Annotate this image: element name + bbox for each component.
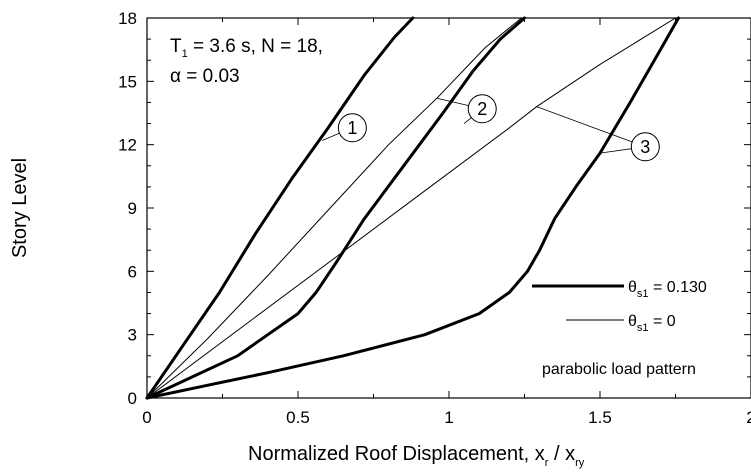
y-tick-label: 12 bbox=[118, 136, 137, 155]
series-layer bbox=[145, 16, 680, 400]
x-axis-title: Normalized Roof Displacement, xr / xry bbox=[248, 443, 585, 469]
y-axis-title: Story Level bbox=[9, 158, 31, 258]
x-tick-label: 1.5 bbox=[588, 408, 612, 427]
series-line-1-thin bbox=[146, 17, 522, 399]
series-line-2-thin bbox=[146, 17, 676, 399]
callout-label-1: 1 bbox=[347, 118, 357, 138]
series-line-2-thick bbox=[145, 16, 526, 400]
y-tick-label: 6 bbox=[128, 262, 137, 281]
callout-label-3: 3 bbox=[640, 137, 650, 157]
legend-label-thin: θs1 = 0 bbox=[628, 313, 676, 334]
x-tick-label: 2 bbox=[746, 408, 751, 427]
annotation-line-1: T1 = 3.6 s, N = 18, bbox=[170, 36, 323, 60]
annotation-line-2: α = 0.03 bbox=[170, 66, 240, 87]
tick-layer: 00.511.520369121518 bbox=[118, 9, 751, 427]
y-tick-label: 15 bbox=[118, 72, 137, 91]
callout-circle-1 bbox=[337, 113, 367, 143]
legend-label-thick: θs1 = 0.130 bbox=[628, 279, 707, 300]
callout-leader-3 bbox=[536, 106, 646, 148]
y-tick-label: 18 bbox=[118, 9, 137, 28]
legend-note: parabolic load pattern bbox=[542, 361, 696, 378]
legend: θs1 = 0.130 θs1 = 0 parabolic load patte… bbox=[532, 279, 707, 378]
callout-label-2: 2 bbox=[477, 99, 487, 119]
callout-circle-2 bbox=[467, 94, 497, 124]
callout-circle-3 bbox=[630, 132, 660, 162]
y-tick-label: 0 bbox=[128, 389, 137, 408]
x-tick-label: 0 bbox=[142, 408, 151, 427]
x-tick-label: 0.5 bbox=[286, 408, 310, 427]
callout-layer: 1 2 3 bbox=[322, 94, 660, 162]
x-tick-label: 1 bbox=[444, 408, 453, 427]
series-line-3-thick bbox=[145, 16, 680, 400]
series-line-1-thick bbox=[145, 16, 415, 400]
y-tick-label: 3 bbox=[128, 326, 137, 345]
y-tick-label: 9 bbox=[128, 199, 137, 218]
